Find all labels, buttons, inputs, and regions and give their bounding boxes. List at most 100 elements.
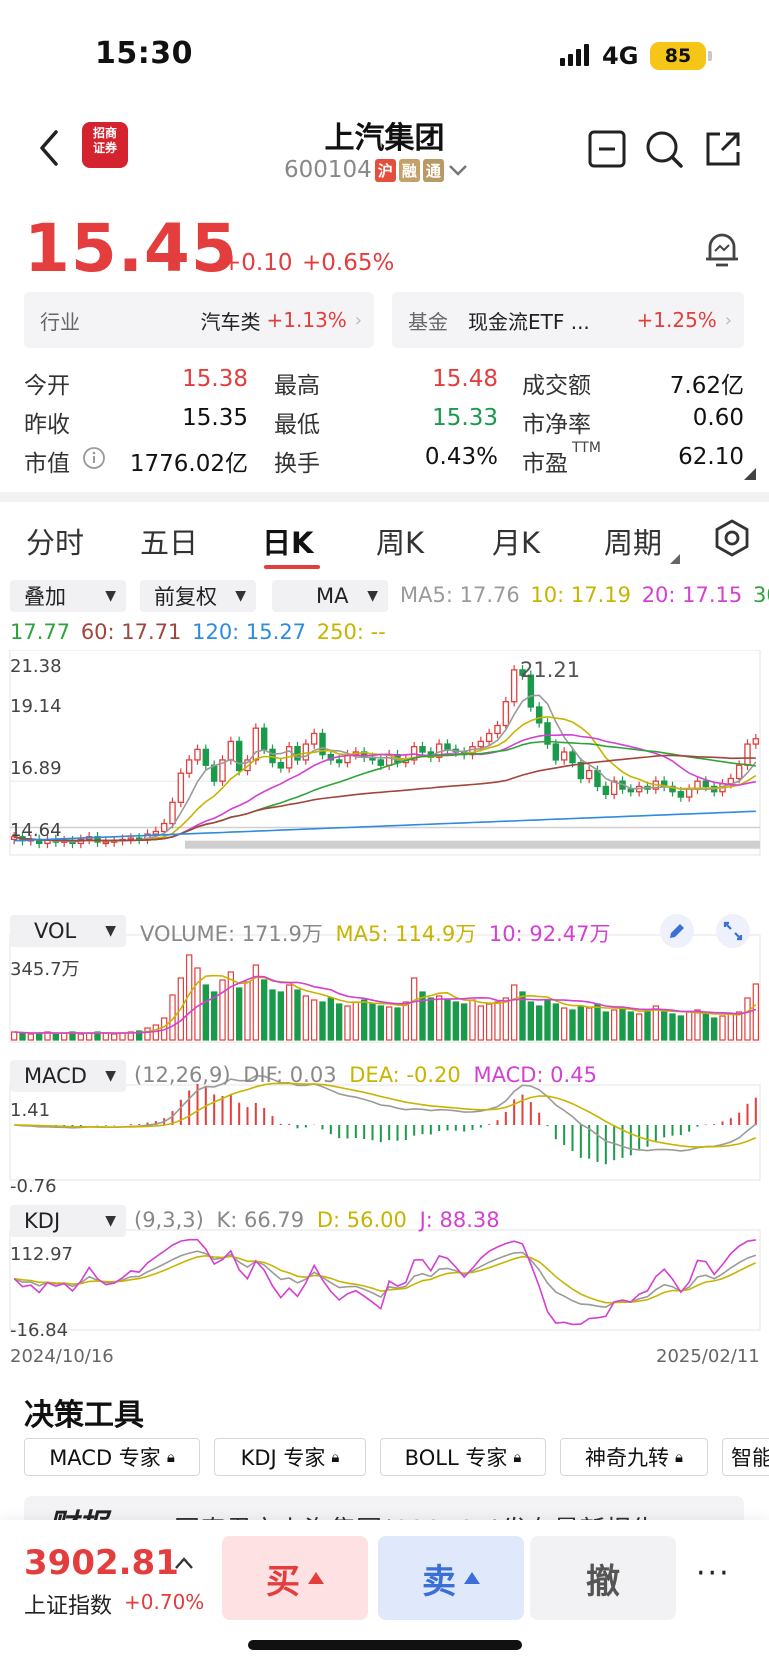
volume-bar: [635, 1013, 643, 1041]
volume-bar: [285, 984, 293, 1041]
turnover-value: 7.62亿: [669, 373, 744, 399]
share-icon[interactable]: [702, 128, 744, 170]
candle-body: [577, 761, 585, 780]
price-change-percent: +0.65%: [302, 250, 395, 276]
tool-kdj-expert[interactable]: KDJ 专家 🔒︎: [214, 1438, 366, 1476]
expand-corner-icon[interactable]: [744, 468, 756, 480]
settings-icon[interactable]: [712, 518, 752, 558]
volume-bar: [719, 1015, 726, 1041]
kdj-dropdown[interactable]: KDJ ▼: [10, 1205, 126, 1237]
volume-bar: [85, 1032, 93, 1041]
tool-smart[interactable]: 智能: [722, 1438, 769, 1476]
candle-body: [527, 674, 535, 708]
kline-chart[interactable]: [0, 650, 769, 1370]
more-button[interactable]: ···: [696, 1556, 731, 1591]
tab-intraday[interactable]: 分时: [26, 526, 85, 560]
cancel-order-button[interactable]: 撤: [530, 1536, 676, 1620]
volume-bar: [644, 1009, 651, 1041]
tool-magic-nine[interactable]: 神奇九转 🔒︎: [560, 1438, 708, 1476]
edit-icon[interactable]: [660, 914, 694, 948]
current-price: 15.45: [24, 210, 238, 287]
volume-bar: [452, 1001, 460, 1041]
candle-body: [544, 722, 551, 745]
volume-bar: [352, 1001, 360, 1041]
tab-five-day[interactable]: 五日: [140, 526, 199, 560]
info-icon[interactable]: [82, 446, 106, 470]
volume-bar: [402, 1001, 410, 1041]
kdj-d: D: 56.00: [316, 1208, 407, 1232]
macd-params: (12,26,9): [134, 1063, 231, 1087]
volume-bar: [494, 1001, 501, 1041]
watchlist-remove-icon[interactable]: [586, 128, 628, 170]
pe-value: 62.10: [678, 444, 744, 470]
volume-bar: [35, 1032, 43, 1041]
candle-body: [335, 759, 343, 764]
tool-macd-expert[interactable]: MACD 专家 🔒︎: [24, 1438, 200, 1476]
tab-monthly-k[interactable]: 月K: [492, 526, 541, 560]
volume-bar: [510, 984, 518, 1041]
candle-body: [752, 738, 760, 745]
volume-bar: [610, 1009, 618, 1041]
tool-chip-label: 神奇九转: [585, 1446, 669, 1470]
kdj-params: (9,3,3): [134, 1208, 204, 1232]
ma10-legend: 10: 17.19: [530, 583, 631, 607]
volume-bar: [369, 1003, 376, 1041]
macd-dea: DEA: -0.20: [349, 1063, 461, 1087]
chevron-up-icon[interactable]: [174, 1556, 194, 1570]
index-value[interactable]: 3902.81: [24, 1543, 179, 1583]
caret-down-icon: ▼: [105, 923, 116, 939]
tool-chip-label: BOLL 专家: [404, 1446, 508, 1470]
ma120-legend: 120: 15.27: [192, 620, 307, 644]
price-axis-label: 19.14: [10, 696, 62, 717]
volume-bar: [377, 1005, 385, 1041]
volume-bar: [702, 1013, 710, 1041]
prev-close-value: 15.35: [182, 405, 248, 431]
candle-body: [319, 732, 326, 756]
macd-dropdown[interactable]: MACD ▼: [10, 1060, 126, 1092]
ma5-legend: MA5: 17.76: [400, 583, 520, 607]
tool-boll-expert[interactable]: BOLL 专家 🔒︎: [380, 1438, 546, 1476]
tab-weekly-k[interactable]: 周K: [376, 526, 425, 560]
volume-bar: [444, 999, 451, 1041]
fund-box[interactable]: 基金 现金流ETF ... +1.25% ›: [392, 292, 744, 348]
volume-bar: [144, 1027, 151, 1041]
alert-bell-icon[interactable]: [702, 227, 742, 271]
volume-bar: [744, 997, 751, 1041]
industry-box[interactable]: 行业 汽车类 +1.13% ›: [24, 292, 374, 348]
open-label: 今开: [24, 373, 70, 399]
indicator-dropdown[interactable]: MA ▼: [272, 580, 388, 612]
stock-code-row[interactable]: 600104 沪 融 通: [284, 155, 469, 185]
tab-daily-k[interactable]: 日K: [262, 526, 314, 560]
volume-bar: [169, 994, 176, 1041]
candle-body: [102, 841, 110, 845]
mcap-value: 1776.02亿: [129, 451, 248, 477]
fullscreen-icon[interactable]: [716, 914, 750, 948]
back-icon[interactable]: [30, 120, 70, 176]
volume-bar: [27, 1033, 35, 1041]
candle-body: [502, 701, 510, 727]
candle-body: [519, 669, 526, 676]
volume-bar: [527, 1001, 535, 1041]
active-tab-indicator: [264, 565, 320, 569]
candle-body: [160, 822, 168, 833]
volume-bar: [485, 1003, 493, 1041]
kdj-d-line: [14, 1254, 757, 1304]
volume-bar: [52, 1033, 60, 1041]
turnrate-value: 0.43%: [424, 444, 498, 470]
volume-bar: [594, 1003, 601, 1041]
volume-bar: [460, 1003, 468, 1041]
overlay-dropdown[interactable]: 叠加 ▼: [10, 580, 126, 612]
buy-button[interactable]: 买: [222, 1536, 368, 1620]
search-icon[interactable]: [643, 128, 685, 170]
macd-dif: DIF: 0.03: [243, 1063, 337, 1087]
vol-ma10-line: [14, 975, 757, 1034]
sell-button[interactable]: 卖: [378, 1536, 524, 1620]
volume-bar: [477, 1005, 485, 1041]
volume-bar: [602, 1011, 610, 1041]
vol-dropdown[interactable]: VOL ▼: [10, 915, 126, 947]
candle-body: [677, 791, 685, 798]
tab-period[interactable]: 周期: [604, 526, 663, 560]
high-label: 最高: [274, 373, 320, 399]
candle-body: [744, 743, 751, 766]
adjust-dropdown[interactable]: 前复权 ▼: [140, 580, 256, 612]
